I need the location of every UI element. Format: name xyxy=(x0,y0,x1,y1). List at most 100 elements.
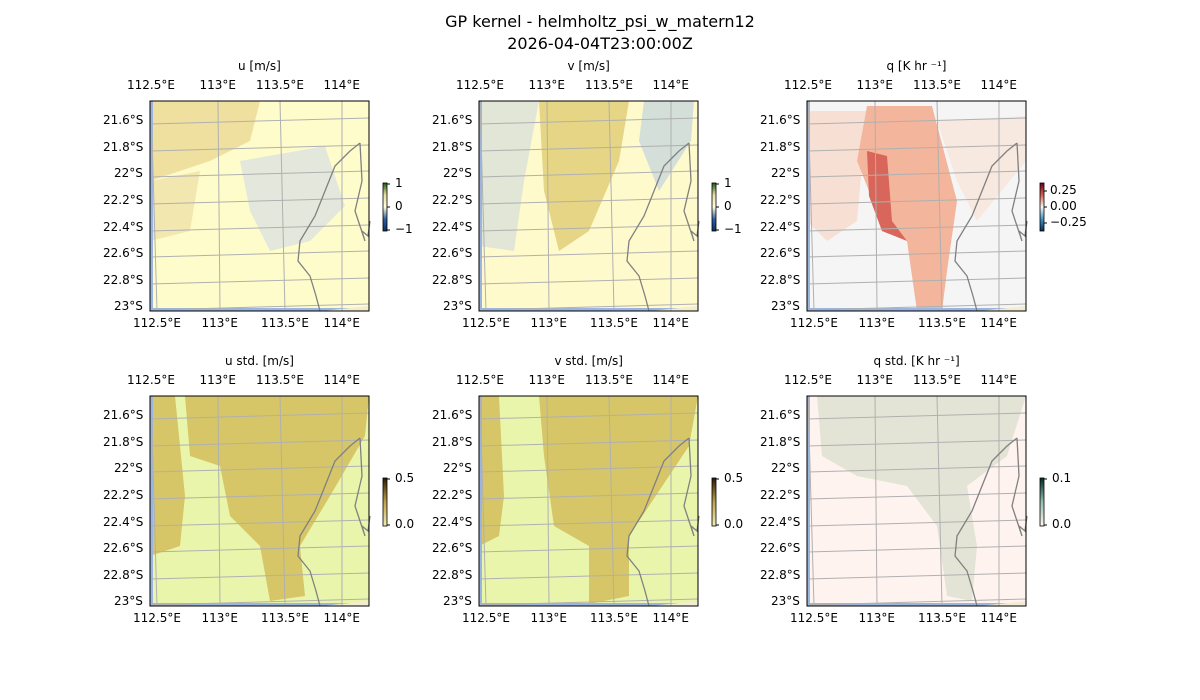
colorbar-tick-label: 0.0 xyxy=(724,517,744,531)
axes-frame xyxy=(806,100,1027,312)
coastline xyxy=(954,437,1018,607)
gridline-lat xyxy=(806,144,1027,152)
gridline-lon xyxy=(874,100,878,312)
x-tick-label-bottom: 113°E xyxy=(858,316,896,330)
y-tick-label: 22.6°S xyxy=(432,541,473,555)
y-tick-label: 23°S xyxy=(114,299,143,313)
figure-subtitle: 2026-04-04T23:00:00Z xyxy=(507,34,693,53)
colorbar-tick-label: 0.25 xyxy=(1050,183,1077,197)
y-tick-label: 22°S xyxy=(114,461,143,475)
gridline-lat xyxy=(478,303,699,311)
gridline-lat xyxy=(806,117,1027,125)
ocean-edge xyxy=(150,101,153,311)
land xyxy=(651,601,698,606)
gridline-lat xyxy=(806,412,1027,420)
y-tick-label: 23°S xyxy=(443,594,472,608)
colorbar-6 xyxy=(1039,477,1045,527)
y-tick-label: 23°S xyxy=(771,594,800,608)
axes-frame xyxy=(806,395,1027,607)
panel-title: q std. [K hr ⁻¹] xyxy=(873,354,960,368)
field-region xyxy=(817,396,1026,601)
y-tick-label: 22.4°S xyxy=(432,515,473,529)
y-tick-label: 22.6°S xyxy=(760,246,801,260)
axes-frame xyxy=(149,100,370,312)
x-tick-label-top: 112.5°E xyxy=(456,373,504,387)
x-tick-label-bottom: 113.5°E xyxy=(918,611,966,625)
x-tick-label-top: 112.5°E xyxy=(127,373,175,387)
colorbar-2 xyxy=(711,182,717,232)
x-tick-label-bottom: 112.5°E xyxy=(462,316,510,330)
gridline-lon xyxy=(608,100,615,312)
colorbar-tick-label: 0 xyxy=(395,199,403,213)
gridline-lat xyxy=(149,572,370,580)
field-region xyxy=(185,396,369,601)
x-tick-label-bottom: 114°E xyxy=(323,316,361,330)
x-tick-label-top: 112.5°E xyxy=(127,78,175,92)
x-tick-label-bottom: 114°E xyxy=(323,611,361,625)
y-tick-label: 21.6°S xyxy=(103,113,144,127)
gridline-lat xyxy=(806,224,1027,232)
gridline-lat xyxy=(806,598,1027,606)
gridline-lat xyxy=(149,545,370,553)
x-tick-label-top: 113.5°E xyxy=(585,373,633,387)
x-tick-label-bottom: 114°E xyxy=(652,316,690,330)
x-tick-label-top: 114°E xyxy=(323,373,361,387)
x-tick-label-bottom: 114°E xyxy=(980,316,1018,330)
x-tick-label-top: 113°E xyxy=(199,78,237,92)
x-tick-label-top: 114°E xyxy=(980,78,1018,92)
x-tick-label-bottom: 113.5°E xyxy=(918,316,966,330)
colorbar-4 xyxy=(382,477,388,527)
y-tick-label: 22.6°S xyxy=(432,246,473,260)
y-tick-label: 21.6°S xyxy=(760,113,801,127)
colorbar-tick-label: 0.0 xyxy=(395,517,415,531)
gridline-lat xyxy=(478,224,699,232)
coastline xyxy=(626,437,690,607)
gridline-lat xyxy=(149,439,370,447)
y-tick-label: 21.8°S xyxy=(103,140,144,154)
colorbar-tick-label: −1 xyxy=(724,222,742,236)
figure-title: GP kernel - helmholtz_psi_w_matern12 xyxy=(445,12,755,31)
gridline-lon xyxy=(479,100,487,312)
y-tick-label: 22.4°S xyxy=(760,220,801,234)
field-region xyxy=(150,171,200,241)
gridline-lat xyxy=(478,519,699,527)
x-tick-label-top: 113.5°E xyxy=(585,78,633,92)
land xyxy=(651,306,698,311)
x-tick-label-bottom: 112.5°E xyxy=(133,611,181,625)
colorbar-tick-label: −0.25 xyxy=(1050,215,1087,229)
ocean-edge xyxy=(807,101,810,311)
field-region xyxy=(937,116,1026,221)
y-tick-label: 22.2°S xyxy=(760,193,801,207)
x-tick-label-top: 114°E xyxy=(652,373,690,387)
y-tick-label: 21.8°S xyxy=(103,435,144,449)
y-tick-label: 22.6°S xyxy=(103,246,144,260)
gridline-lon xyxy=(279,100,286,312)
gridline-lat xyxy=(806,519,1027,527)
gridline-lon xyxy=(479,395,487,607)
colorbar-tick-label: 0.00 xyxy=(1050,199,1077,213)
x-tick-label-bottom: 112.5°E xyxy=(790,611,838,625)
y-tick-label: 22.6°S xyxy=(103,541,144,555)
gridline-lat xyxy=(478,492,699,500)
y-tick-label: 22.4°S xyxy=(103,515,144,529)
y-tick-label: 22.2°S xyxy=(103,193,144,207)
colorbar-tick-label: 0.1 xyxy=(1052,471,1072,485)
y-tick-label: 22.8°S xyxy=(432,273,473,287)
x-tick-label-bottom: 113.5°E xyxy=(590,611,638,625)
ocean-edge xyxy=(479,308,698,311)
y-tick-label: 22.8°S xyxy=(760,273,801,287)
axes-frame xyxy=(478,100,699,312)
gridline-lat xyxy=(149,117,370,125)
x-tick-label-top: 112.5°E xyxy=(784,373,832,387)
gridline-lon xyxy=(807,395,815,607)
colorbar-5 xyxy=(711,477,717,527)
axes-frame xyxy=(149,395,370,607)
x-tick-label-bottom: 114°E xyxy=(980,611,1018,625)
land xyxy=(322,601,369,606)
panel-4-axes xyxy=(149,395,371,607)
panel-5-axes xyxy=(478,395,700,607)
gridline-lon xyxy=(150,100,158,312)
x-tick-label-top: 113.5°E xyxy=(913,373,961,387)
field-region xyxy=(150,101,260,181)
x-tick-label-bottom: 113.5°E xyxy=(261,316,309,330)
